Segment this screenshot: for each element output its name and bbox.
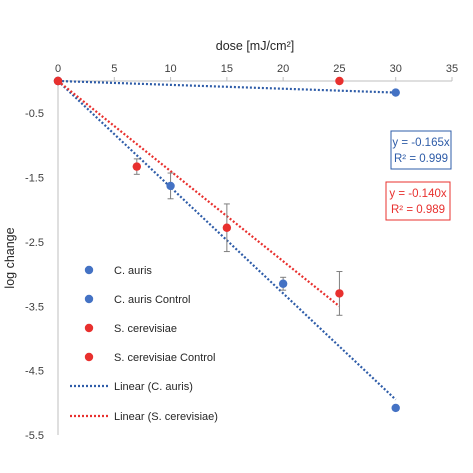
legend-label: S. cerevisiae: [114, 323, 177, 335]
legend-label: S. cerevisiae Control: [114, 352, 216, 364]
data-point: [166, 181, 175, 191]
x-tick-label: 20: [277, 63, 289, 75]
x-tick-label: 35: [446, 63, 458, 75]
x-tick-label: 10: [164, 63, 176, 75]
r-squared-text: R² = 0.999: [394, 153, 448, 165]
x-tick-label: 5: [111, 63, 117, 75]
data-points: [53, 76, 400, 413]
y-axis-title: log change: [3, 227, 17, 288]
x-tick-label: 25: [333, 63, 345, 75]
data-point: [222, 223, 232, 232]
trendline: [57, 79, 396, 94]
equation-text: y = -0.140x: [389, 188, 446, 200]
equation-annotations: y = -0.165x R² = 0.999 y = -0.140x R² = 0.9…: [385, 130, 452, 221]
axes: 0 5 10 15 20 25 30 35 -0.5 -1.5 -2.5 -3.5 -4.5 -5.5 do…: [3, 39, 458, 442]
data-point: [391, 88, 400, 97]
x-tick-label: 0: [55, 63, 61, 75]
equation-box: [390, 130, 452, 170]
y-tick-label: -0.5: [25, 108, 44, 120]
data-point: [278, 279, 288, 288]
legend-label: Linear (S. cerevisiae): [114, 411, 218, 423]
y-tick-label: -1.5: [25, 173, 44, 185]
legend-label: C. auris Control: [114, 294, 190, 306]
data-point: [53, 76, 63, 86]
trendline: [57, 80, 341, 308]
x-tick-label: 30: [390, 63, 402, 75]
legend: C. auris C. auris Control S. cerevisiae S. …: [70, 265, 218, 423]
y-tick-label: -3.5: [25, 301, 44, 313]
data-point: [335, 76, 344, 86]
r-squared-text: R² = 0.989: [391, 204, 445, 216]
data-point: [132, 162, 141, 171]
legend-label: Linear (C. auris): [114, 381, 193, 393]
legend-marker: [84, 294, 94, 304]
x-axis-title: dose [mJ/cm²]: [216, 39, 295, 53]
equation-box: [385, 181, 451, 221]
data-point: [335, 289, 344, 298]
error-bars: [133, 158, 399, 412]
legend-marker: [84, 323, 94, 333]
y-tick-label: -2.5: [25, 237, 44, 249]
x-tick-label: 15: [221, 63, 233, 75]
equation-text: y = -0.165x: [392, 137, 449, 149]
legend-label: C. auris: [114, 265, 152, 277]
y-tick-label: -4.5: [25, 366, 44, 378]
legend-marker: [84, 352, 94, 362]
data-point: [391, 403, 400, 413]
y-tick-label: -5.5: [25, 430, 44, 442]
legend-marker: [84, 265, 94, 275]
